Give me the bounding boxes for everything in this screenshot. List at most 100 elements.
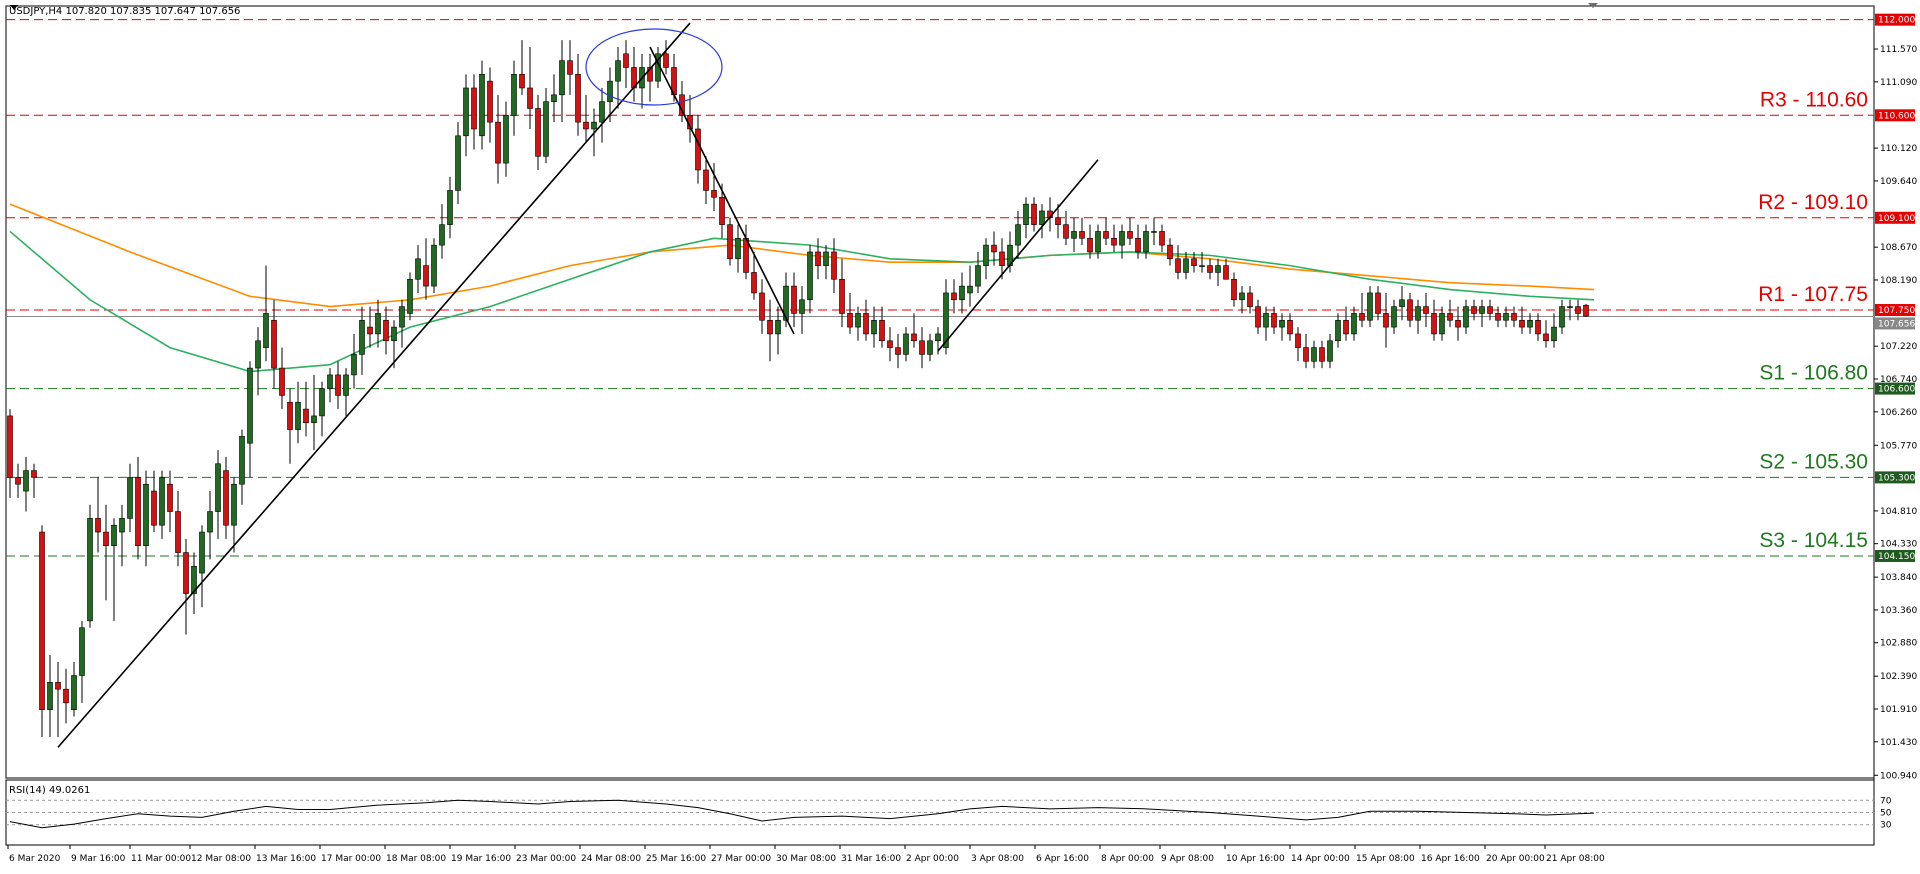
candle-body (1551, 326, 1557, 342)
candle-body (31, 470, 37, 478)
candle-body (1191, 258, 1197, 266)
rsi-indicator: 70 50 30 (6, 796, 1892, 831)
time-axis-label: 14 Apr 00:00 (1291, 854, 1350, 864)
dropdown-arrow-icon[interactable] (10, 5, 18, 10)
candle-body (151, 490, 157, 526)
candle-body (855, 313, 861, 328)
candle-body (519, 74, 525, 89)
candles (7, 40, 1589, 738)
time-axis-label: 20 Apr 00:00 (1486, 854, 1545, 864)
candle-body (159, 477, 165, 526)
candle-body (863, 313, 869, 335)
candle-body (407, 278, 413, 314)
price-tick-label: 102.880 (1880, 639, 1917, 649)
candle-body (191, 565, 197, 594)
candle-body (1519, 319, 1525, 328)
candle-body (759, 292, 765, 321)
candle-body (919, 340, 925, 355)
candle-body (1431, 313, 1437, 335)
price-tag-box (1875, 549, 1915, 562)
level-label: S1 - 106.80 (1759, 362, 1868, 385)
price-tags: 112.000 110.600 109.100 107.750 106.600 105.3… (1875, 13, 1915, 562)
price-tag-label: 109.100 (1878, 214, 1915, 224)
candle-body (79, 627, 85, 676)
time-axis-label: 17 Mar 00:00 (321, 854, 381, 864)
candle-body (615, 60, 621, 82)
price-tag-label: 107.656 (1878, 319, 1915, 329)
candle-body (1055, 217, 1061, 225)
candle-body (423, 265, 429, 287)
candle-body (1103, 231, 1109, 239)
level-label: S3 - 104.15 (1759, 529, 1868, 552)
time-axis-label: 15 Apr 08:00 (1356, 854, 1415, 864)
candle-body (63, 688, 69, 704)
scroll-marker-icon[interactable] (1588, 3, 1598, 8)
candle-body (143, 483, 149, 547)
candle-body (1391, 306, 1397, 328)
price-tag-label: 110.600 (1878, 111, 1915, 121)
candle-body (887, 340, 893, 348)
price-tag-label: 105.300 (1878, 473, 1915, 483)
time-axis-label: 11 Mar 00:00 (131, 854, 191, 864)
time-axis-label: 10 Apr 16:00 (1226, 854, 1285, 864)
candle-body (815, 251, 821, 266)
candle-body (87, 518, 93, 622)
price-tick-label: 104.330 (1880, 540, 1917, 550)
candle-body (279, 367, 285, 396)
candle-body (55, 682, 61, 690)
candle-body (943, 292, 949, 348)
candle-body (1127, 231, 1133, 239)
candle-body (487, 80, 493, 123)
candle-body (1223, 265, 1229, 280)
candle-body (319, 388, 325, 417)
price-tick-label: 105.770 (1880, 441, 1917, 451)
candle-body (287, 401, 293, 430)
price-tag-box (1875, 382, 1915, 395)
price-tag-box (1875, 211, 1915, 224)
candle-body (799, 299, 805, 314)
candle-body (311, 415, 317, 424)
candle-body (367, 326, 373, 335)
candle-body (591, 121, 597, 130)
time-axis-label: 27 Mar 00:00 (711, 854, 771, 864)
price-tick-label: 109.640 (1880, 177, 1917, 187)
time-axis-label: 30 Mar 08:00 (776, 854, 836, 864)
candle-body (895, 347, 901, 355)
price-tick-label: 111.090 (1880, 78, 1917, 88)
candle-body (1295, 333, 1301, 348)
candle-body (1159, 231, 1165, 246)
candle-body (503, 115, 509, 164)
candle-body (1383, 313, 1389, 328)
candle-body (1335, 319, 1341, 342)
candle-body (1407, 299, 1413, 321)
symbol-header: USDJPY,H4 107.820 107.835 107.647 107.65… (9, 6, 240, 17)
candle-body (911, 333, 917, 342)
candle-body (1471, 306, 1477, 314)
candle-body (119, 518, 125, 533)
rsi-level-label: 50 (1880, 809, 1892, 819)
price-tick-label: 103.360 (1880, 606, 1917, 616)
candle-body (1167, 244, 1173, 260)
candle-body (447, 190, 453, 225)
time-axis-label: 8 Apr 00:00 (1101, 854, 1154, 864)
candle-body (663, 53, 669, 68)
candle-body (135, 477, 141, 547)
candle-body (1111, 237, 1117, 246)
trendline (57, 22, 691, 748)
candle-body (575, 74, 581, 123)
candle-body (439, 224, 445, 246)
candle-body (719, 196, 725, 225)
candle-body (527, 87, 533, 109)
candle-body (15, 477, 21, 485)
candle-body (599, 101, 605, 123)
price-tag-label: 112.000 (1878, 16, 1915, 26)
candle-body (831, 251, 837, 280)
candle-body (1239, 292, 1245, 301)
candle-body (375, 313, 381, 335)
candle-body (399, 306, 405, 328)
time-axis-label: 6 Apr 16:00 (1036, 854, 1089, 864)
candle-body (255, 340, 261, 369)
candle-body (1255, 306, 1261, 328)
